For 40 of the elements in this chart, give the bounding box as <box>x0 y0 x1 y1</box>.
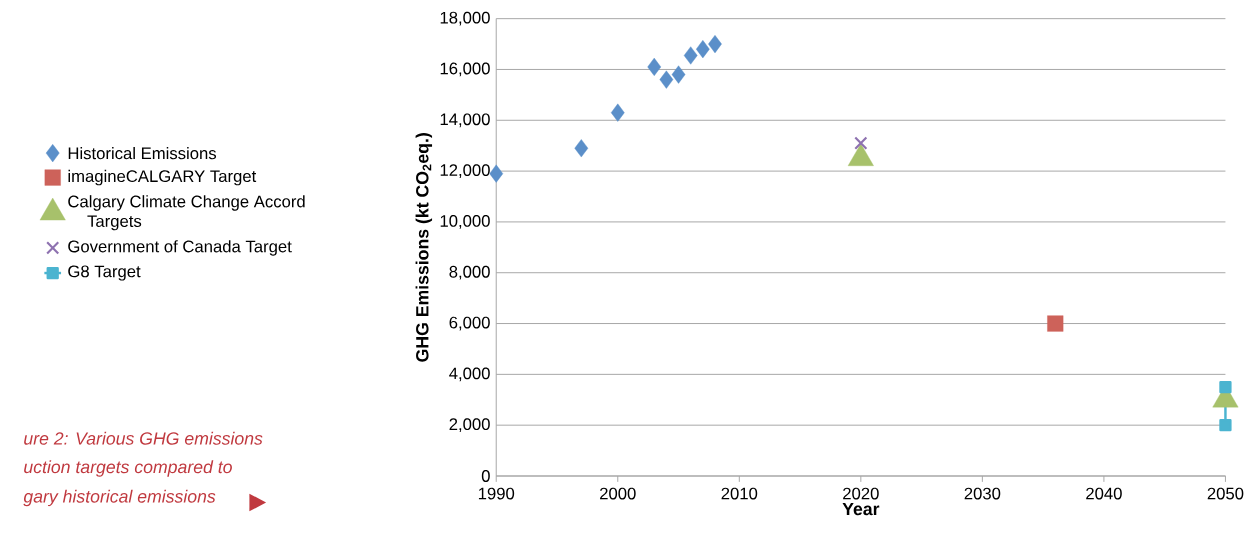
x-tick-label: 2030 <box>964 487 1001 500</box>
y-tick-label: 14,000 <box>440 113 490 128</box>
legend-label: G8 Target <box>68 265 141 281</box>
legend-label: Calgary Climate Change Accord Targets <box>68 195 305 231</box>
point <box>1219 381 1232 394</box>
x-axis-title: Year <box>842 503 880 516</box>
y-tick-label: 18,000 <box>440 11 490 26</box>
y-tick-label: 0 <box>481 470 490 483</box>
point <box>696 40 710 59</box>
x-tick-label: 1990 <box>478 487 515 500</box>
y-tick-label: 16,000 <box>440 62 490 77</box>
legend-label: Historical Emissions <box>68 147 217 160</box>
y-tick-label: 10,000 <box>440 215 490 229</box>
x-tick-label: 2010 <box>721 487 758 500</box>
point <box>854 136 868 150</box>
x-tick-label: 2050 <box>1207 487 1244 500</box>
point <box>1219 419 1232 432</box>
point <box>683 46 698 65</box>
y-tick-label: 4,000 <box>449 367 490 382</box>
legend-label: Government of Canada Target <box>68 240 292 256</box>
legend-label: imagineCALGARY Target <box>68 169 257 186</box>
point <box>659 70 674 89</box>
point <box>1047 315 1064 332</box>
y-tick-label: 2,000 <box>449 418 490 433</box>
point <box>708 35 722 54</box>
x-tick-label: 2000 <box>600 487 636 500</box>
point <box>671 65 686 84</box>
text: ure 2: Various GHG emissions <box>24 431 263 445</box>
y-tick-label: 6,000 <box>449 316 490 331</box>
y-tick-label: 8,000 <box>449 265 490 280</box>
x-tick-label: 2040 <box>1086 487 1122 500</box>
text: uction targets compared to <box>24 460 232 477</box>
point <box>610 103 625 122</box>
point <box>647 58 662 77</box>
x-tick-label: 2020 <box>843 487 879 500</box>
point <box>489 164 504 183</box>
point <box>574 139 589 158</box>
y-tick-label: 12,000 <box>440 164 490 179</box>
text: gary historical emissions <box>23 489 216 507</box>
y-axis-title: GHG Emissions (kt CO$_{2}$eq.) <box>415 133 433 362</box>
